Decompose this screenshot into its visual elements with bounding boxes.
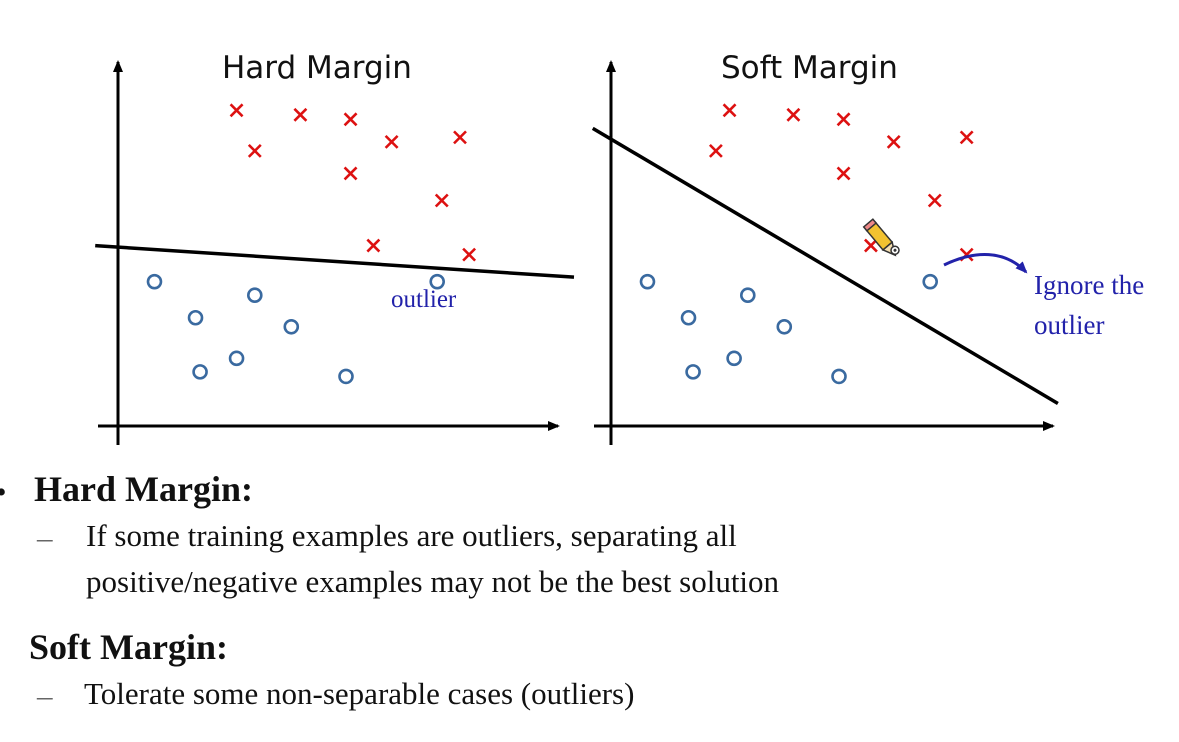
positive-point: [434, 193, 449, 208]
negative-point: [639, 273, 656, 290]
soft-margin-line: Tolerate some non-separable cases (outli…: [84, 676, 635, 711]
decision-boundary: [95, 243, 575, 279]
hard-margin-line-1: If some training examples are outliers, …: [86, 518, 737, 553]
negative-point: [922, 273, 939, 290]
positive-point: [453, 130, 467, 145]
chart-title: Soft Margin: [721, 50, 898, 86]
positive-point: [247, 143, 262, 158]
positive-point: [343, 112, 358, 127]
positive-point: [836, 112, 851, 127]
positive-point: [722, 103, 737, 118]
pencil-icon: [862, 218, 900, 257]
negative-point: [831, 368, 847, 385]
negative-point: [146, 273, 163, 290]
negative-point: [283, 318, 300, 335]
outlier-label: outlier: [391, 286, 457, 313]
positive-point: [708, 143, 723, 158]
soft-margin-heading: Soft Margin:: [29, 627, 228, 667]
positive-point: [864, 238, 878, 253]
positive-point: [462, 247, 477, 262]
negative-point: [776, 318, 793, 335]
soft-margin-chart: Soft Margin Ignore the outlier: [591, 50, 1144, 445]
positive-point: [927, 193, 942, 208]
positive-point: [229, 103, 244, 118]
svm-margin-figure: Hard Margin outlier Soft Margin Ignore t…: [95, 50, 1144, 445]
negative-point: [187, 309, 204, 326]
negative-point: [739, 287, 756, 304]
positive-point: [293, 107, 308, 122]
positive-point: [366, 238, 381, 253]
negative-point: [680, 309, 697, 326]
hard-margin-heading: Hard Margin:: [34, 469, 253, 509]
dash: –: [37, 520, 53, 555]
negative-point: [192, 364, 208, 380]
negative-point: [685, 364, 701, 380]
positive-point: [384, 134, 399, 149]
chart-title: Hard Margin: [222, 50, 412, 86]
ignore-label-line2: outlier: [1034, 310, 1104, 340]
dash: –: [37, 678, 53, 713]
hard-margin-line-2: positive/negative examples may not be th…: [86, 564, 780, 599]
positive-point: [836, 166, 851, 181]
ignore-arrow: [943, 253, 1028, 274]
positive-point: [343, 166, 358, 181]
negative-point: [247, 287, 263, 304]
positive-point: [786, 107, 801, 122]
decision-boundary: [591, 126, 1059, 405]
negative-point: [228, 350, 245, 367]
hard-margin-chart: Hard Margin outlier: [95, 50, 575, 445]
ignore-label-line1: Ignore the: [1034, 270, 1144, 300]
positive-point: [886, 134, 901, 149]
negative-point: [338, 368, 354, 385]
positive-point: [959, 130, 974, 145]
negative-point: [726, 350, 742, 367]
bullet-marker: •: [0, 476, 7, 510]
negative-point: [429, 273, 446, 290]
